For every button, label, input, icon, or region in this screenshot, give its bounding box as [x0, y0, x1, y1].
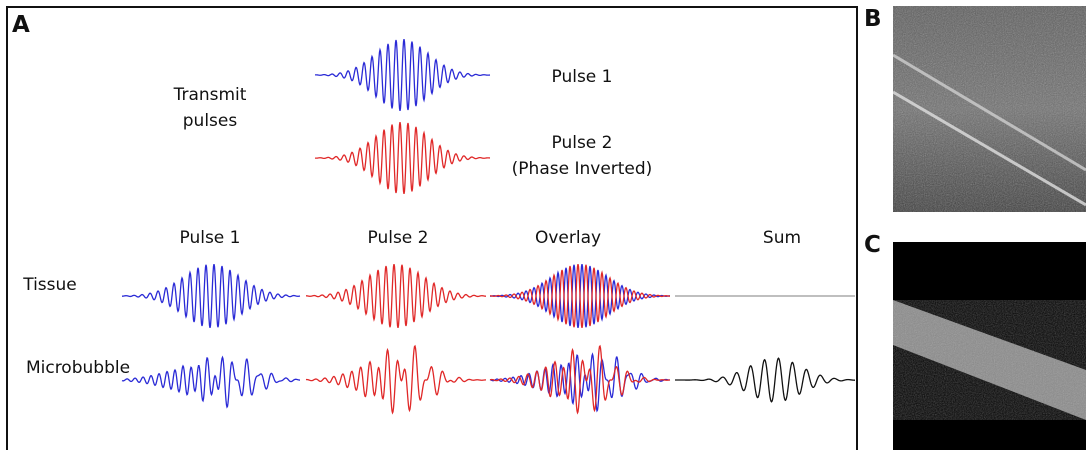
ultrasound-image-b: [893, 6, 1086, 212]
transmit-label: pulses: [183, 111, 238, 131]
column-header: Pulse 1: [180, 228, 241, 248]
pulse-label: (Phase Inverted): [512, 159, 653, 179]
transmit-label: Transmit: [173, 85, 247, 105]
panel-label: B: [864, 6, 882, 32]
row-label: Tissue: [22, 275, 77, 295]
column-header: Sum: [763, 228, 801, 248]
panel-label: A: [12, 12, 30, 38]
pulse-label: Pulse 1: [552, 67, 613, 87]
column-header: Pulse 2: [368, 228, 429, 248]
figure: A B C Transmit pulses Pulse 1 Pulse 2 (P…: [0, 0, 1086, 450]
row-label: Microbubble: [26, 358, 130, 378]
column-header: Overlay: [535, 228, 601, 248]
pulse-label: Pulse 2: [552, 133, 613, 153]
panel-a-frame: [7, 7, 857, 450]
ultrasound-image-c: [893, 242, 1086, 450]
panel-label: C: [864, 232, 881, 258]
